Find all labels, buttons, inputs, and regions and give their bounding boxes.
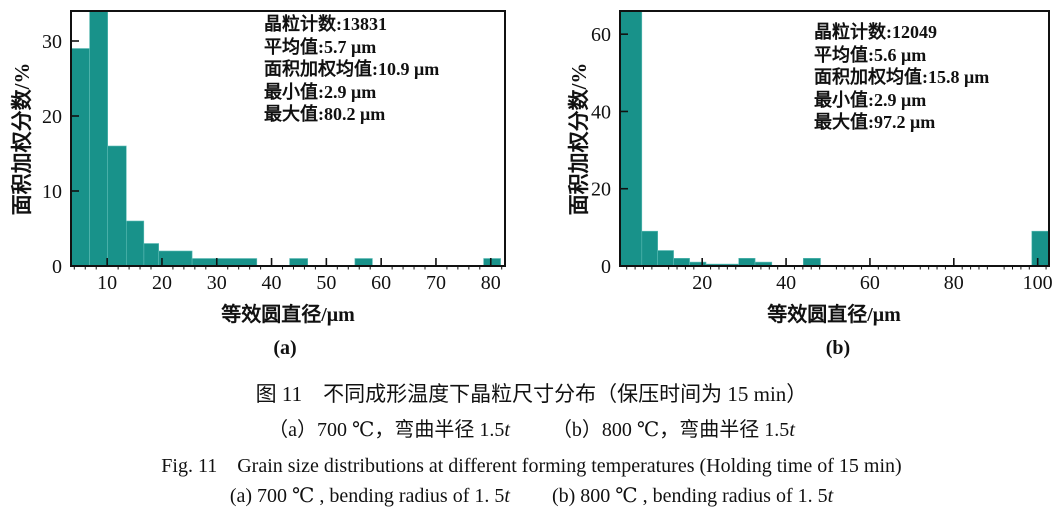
y-axis-label-b: 面积加权分数/% [567,62,591,216]
y-tick-label: 20 [591,179,611,201]
y-tick-label: 30 [42,31,62,53]
panel-label-b: (b) [825,337,851,359]
histogram-bar [158,250,193,267]
caption-en-sub-b-text: (b) 800 ℃ , bending radius of 1. 5 [551,485,828,507]
caption-en-subtitle: (a) 700 ℃ , bending radius of 1. 5t (b) 8… [0,483,1063,508]
caption-en-sub-a-var: t [504,485,510,507]
y-tick-label: 60 [591,24,611,46]
x-axis-label-a: 等效圆直径/μm [221,304,355,326]
area-weighted-mean-b: 面积加权均值:15.8 μm [814,67,990,88]
stats-annotation-b: 晶粒计数:12049 平均值:5.6 μm 面积加权均值:15.8 μm 最小值… [814,21,989,134]
x-tick-label: 70 [426,272,446,294]
mean-value-a: 平均值:5.7 μm [264,36,377,57]
histogram-bar [126,220,145,267]
min-value-b: 最小值:2.9 μm [814,89,927,110]
grain-count-a: 晶粒计数:13831 [264,14,387,34]
x-tick-label: 20 [152,272,172,294]
caption-en-sub-b-var: t [827,485,834,507]
x-tick-label: 30 [207,272,227,294]
y-tick-label: 10 [42,181,62,203]
histogram-bar [107,145,127,267]
min-value-a: 最小值:2.9 μm [264,81,377,102]
histogram-bar [657,250,674,267]
histogram-bar [70,48,90,267]
x-tick-label: 20 [692,272,712,294]
max-value-b: 最大值:97.2 μm [814,112,936,133]
caption-cn-sub-b-text: （b）800 ℃，弯曲半径 1.5 [551,419,790,441]
x-tick-label: 80 [944,272,964,294]
caption-en-title: Fig. 11 Grain size distributions at diff… [161,455,902,477]
caption-cn-title: 图 11 不同成形温度下晶粒尺寸分布（保压时间为 15 min） [255,382,808,406]
caption-en-sub-a-text: (a) 700 ℃ , bending radius of 1. 5 [229,485,505,507]
histogram-bar [1031,230,1050,267]
histogram-bar [354,258,373,267]
grain-count-b: 晶粒计数:12049 [814,22,937,42]
y-tick-label: 0 [52,256,62,278]
x-tick-label: 50 [316,272,336,294]
y-axis-label-a: 面积加权分数/% [10,62,34,216]
plot-frame [70,10,506,267]
histograms-canvas: 10 20 30 40 50 60 70 80 0 10 20 30 20 40 60 80 100 0 20 40 6… [42,10,1053,294]
y-tick-label: 40 [591,101,611,123]
x-axis-label-b: 等效圆直径/μm [767,304,901,326]
x-tick-label: 60 [860,272,880,294]
mean-value-b: 平均值:5.6 μm [814,44,927,65]
y-tick-label: 20 [42,106,62,128]
max-value-a: 最大值:80.2 μm [264,104,386,125]
plot-frame [619,10,1050,267]
caption-en-sub-a: (a) 700 ℃ , bending radius of 1. 5t [230,483,510,508]
x-tick-label: 80 [481,272,501,294]
caption-cn-sub-a: （a）700 ℃，弯曲半径 1.5t [268,413,510,442]
stats-annotation-a: 晶粒计数:13831 平均值:5.7 μm 面积加权均值:10.9 μm 最小值… [264,13,439,126]
histogram-bar [738,257,756,267]
histogram-bar [191,258,258,267]
x-tick-label: 10 [97,272,117,294]
caption-cn-sub-b-var: t [789,419,795,441]
caption-en-sub-b: (b) 800 ℃ , bending radius of 1. 5t [552,483,833,508]
caption-cn-sub-a-var: t [504,419,510,441]
caption-cn-subtitle: （a）700 ℃，弯曲半径 1.5t （b）800 ℃，弯曲半径 1.5t [0,413,1063,442]
caption-cn-sub-b: （b）800 ℃，弯曲半径 1.5t [552,413,795,442]
histogram-bar [641,230,658,267]
histogram-bar [619,10,643,267]
x-tick-label: 40 [262,272,282,294]
area-weighted-mean-a: 面积加权均值:10.9 μm [264,59,440,80]
histogram-bar [289,258,309,267]
histogram-bar [673,257,690,267]
caption-cn-sub-a-text: （a）700 ℃，弯曲半径 1.5 [268,419,505,441]
histogram-bar [143,243,159,267]
histogram-bar [802,257,821,267]
x-tick-label: 100 [1023,272,1053,294]
histogram-bar [89,10,108,267]
y-tick-label: 0 [601,256,611,278]
histogram-bar [483,258,501,267]
x-tick-label: 60 [371,272,391,294]
panel-label-a: (a) [273,337,297,359]
x-tick-label: 40 [776,272,796,294]
